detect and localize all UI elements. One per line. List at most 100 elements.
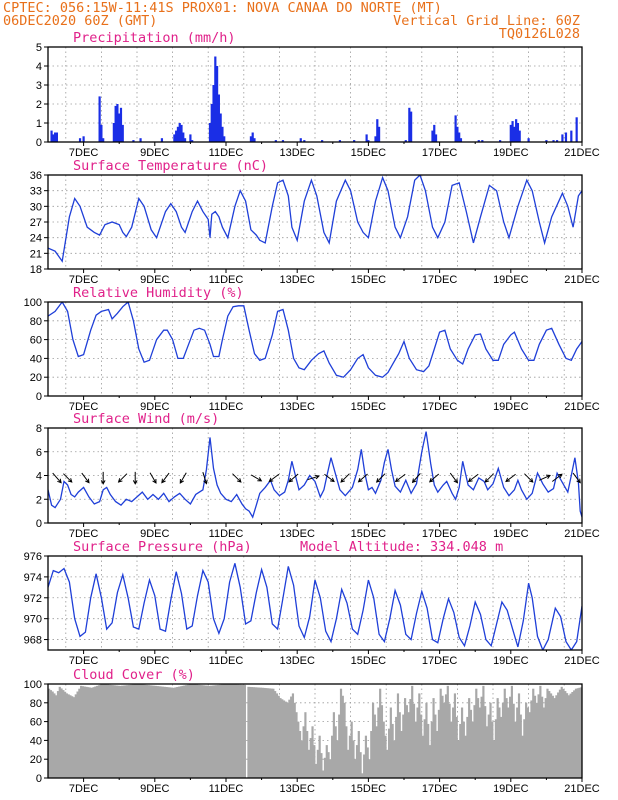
cloud-bar [181,685,184,778]
cloud-bar [313,745,316,778]
cloud-bar [453,693,457,778]
x-tick-label: 11DEC [209,147,244,159]
cloud-bar [217,684,220,778]
x-tick-label: 7DEC [69,528,98,540]
precip-bar [434,134,438,142]
wind-arrow [117,473,128,483]
cloud-bar [439,688,442,778]
cloud-bar [532,688,535,778]
cloud-bar [530,700,533,778]
cloud-bar [510,685,513,778]
cloud-bar [99,684,102,778]
cloud-bar [108,684,111,778]
header-grid-note: Vertical Grid Line: 60Z [393,13,580,29]
cloud-bar [544,698,547,778]
cloud-bar [428,745,432,778]
y-tick-label: 100 [24,297,42,309]
cloud-bar [256,687,259,778]
precip-bar [249,136,253,142]
cloud-bar [199,684,202,778]
cloud-bar [115,685,118,778]
x-tick-label: 7DEC [69,401,98,413]
x-tick-label: 21DEC [564,401,600,413]
cloud-bar [475,688,478,778]
panel-title: Surface Wind (m/s) [73,411,219,427]
cloud-bar [286,702,289,778]
cloud-bar [580,687,582,778]
cloud-bar [110,684,113,778]
y-tick-label: 968 [24,635,42,647]
cloud-bar [263,687,266,778]
cloud-bar [145,684,149,778]
x-tick-label: 19DEC [493,528,529,540]
x-tick-label: 13DEC [279,147,315,159]
cloud-bar [380,705,384,778]
cloud-bar [272,688,275,778]
cloud-bar [295,712,298,778]
cloud-bar [389,707,392,778]
precip-bar [509,124,512,142]
cloud-bar [277,695,280,778]
panels-container: Precipitation (mm/h) 0 1 2 3 4 5 7DEC 9DEC 11DEC 1… [24,30,600,795]
x-tick-label: 11DEC [209,401,244,413]
cloud-bar [119,685,122,778]
x-tick-label: 21DEC [564,783,600,795]
wind-arrow [551,473,563,482]
x-tick-label: 21DEC [564,147,600,159]
x-tick-label: 15DEC [351,783,387,795]
precip-bar [175,130,178,142]
cloud-bar [443,702,446,778]
precip-bar [274,140,277,142]
x-tick-label: 11DEC [209,528,244,540]
cloud-bar [430,721,433,778]
cloud-bar [226,684,229,778]
y-tick-label: 1 [36,118,42,130]
precip-bar [552,140,555,142]
y-tick-label: 60 [30,717,42,729]
x-tick-label: 19DEC [493,274,529,286]
y-tick-label: 24 [30,233,42,245]
cloud-bar [327,752,330,778]
cloud-bar [270,688,273,778]
wind-arrow [179,472,187,484]
wind-arrow [288,473,299,483]
precip-bar [338,140,342,142]
x-tick-label: 11DEC [209,783,244,795]
panel-cloud-cover: Cloud Cover (%) 0 20 40 60 80 100 7DEC 9DEC 11DEC… [24,667,600,795]
panel-title: Precipitation (mm/h) [73,30,236,46]
cloud-bar [473,705,476,778]
cloud-bar [158,686,161,778]
cloud-bar [361,773,364,778]
cloud-bar [204,685,207,778]
wind-arrow [484,473,494,483]
cloud-bar [377,707,380,778]
wind-arrow [449,472,459,484]
cloud-bar [423,719,426,778]
cloud-bar [202,685,206,778]
wind-arrow [268,473,280,483]
cloud-bar [355,745,359,778]
cloud-bar [156,686,159,778]
series-line [48,431,582,519]
cloud-bar [302,726,305,778]
cloud-bar [309,738,312,778]
cloud-bar [298,731,302,778]
cloud-bar [405,705,408,778]
wind-arrow [357,473,368,483]
cloud-bar [315,763,318,778]
x-tick-label: 17DEC [422,655,458,667]
cloud-bar [131,684,134,778]
header-line1: CPTEC: 056:15W-11:41S PROX01: NOVA CANAA… [3,0,442,16]
cloud-bar [268,688,271,778]
cloud-bar [306,731,309,778]
x-tick-label: 15DEC [351,528,387,540]
cloud-bar [161,686,165,778]
y-tick-label: 972 [24,593,42,605]
precip-bar [100,124,103,142]
cloud-bar [409,699,412,778]
cloud-bar [364,735,368,778]
wind-arrow [52,472,62,484]
precip-bar [515,119,518,142]
wind-arrow [63,473,73,483]
wind-arrow [539,474,551,481]
